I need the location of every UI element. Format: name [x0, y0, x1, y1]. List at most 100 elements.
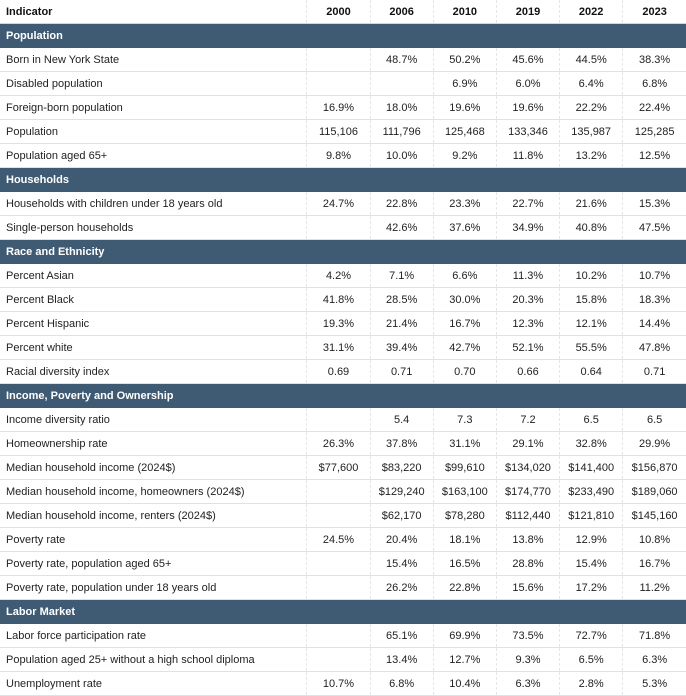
table-cell: 41.8% — [306, 287, 371, 312]
table-cell: 73.5% — [495, 624, 560, 648]
table-cell: $163,100 — [432, 479, 497, 504]
table-row: Single-person households 42.6% 37.6% 34.9% 4… — [0, 215, 686, 240]
indicator-label: Median household income, renters (2024$) — [0, 503, 307, 528]
table-cell: 28.8% — [495, 551, 560, 576]
table-cell: $174,770 — [495, 479, 560, 504]
table-cell: $134,020 — [495, 455, 560, 480]
table-cell: 22.8% — [432, 575, 497, 600]
table-cell: 44.5% — [559, 48, 623, 72]
table-cell — [306, 575, 371, 600]
table-cell: 16.7% — [432, 311, 497, 336]
table-cell: 47.8% — [622, 335, 686, 360]
table-cell: 45.6% — [495, 48, 560, 72]
table-cell — [306, 503, 371, 528]
table-cell: 17.2% — [559, 575, 623, 600]
table-cell: 24.7% — [306, 192, 371, 216]
section-header: Income, Poverty and Ownership — [0, 383, 686, 408]
indicator-label: Percent Hispanic — [0, 311, 307, 336]
table-cell: $121,810 — [559, 503, 623, 528]
table-cell: 69.9% — [432, 624, 497, 648]
table-cell: 15.6% — [495, 575, 560, 600]
table-cell: 7.2 — [495, 408, 560, 432]
table-cell: 0.69 — [306, 359, 371, 384]
table-cell: $62,170 — [369, 503, 434, 528]
indicator-label: Single-person households — [0, 215, 307, 240]
table-cell: 42.7% — [432, 335, 497, 360]
table-row: Disabled population 6.9% 6.0% 6.4% 6.8% — [0, 71, 686, 96]
table-row: Poverty rate, population under 18 years … — [0, 575, 686, 600]
table-cell: 12.7% — [432, 647, 497, 672]
table-body: Population Born in New York State 48.7% 50.… — [0, 23, 686, 696]
table-cell: 133,346 — [495, 119, 560, 144]
table-row: Percent white 31.1% 39.4% 42.7% 52.1% 55.5% 47… — [0, 335, 686, 360]
table-cell: 52.1% — [495, 335, 560, 360]
table-cell: 29.1% — [495, 431, 560, 456]
indicator-label: Median household income, homeowners (202… — [0, 479, 307, 504]
table-cell: 6.5 — [622, 408, 686, 432]
table-cell: 12.9% — [559, 527, 623, 552]
table-cell: 11.3% — [495, 264, 560, 288]
table-cell: 0.70 — [432, 359, 497, 384]
table-cell: 19.6% — [495, 95, 560, 120]
table-cell: 13.4% — [369, 647, 434, 672]
table-row: Racial diversity index 0.69 0.71 0.70 0.66 0.… — [0, 359, 686, 384]
table-cell: 125,285 — [622, 119, 686, 144]
table-cell: 125,468 — [432, 119, 497, 144]
table-row: Income diversity ratio 5.4 7.3 7.2 6.5 6.5 — [0, 408, 686, 432]
table-cell: 31.1% — [432, 431, 497, 456]
table-row: Percent Black 41.8% 28.5% 30.0% 20.3% 15.8% 18… — [0, 287, 686, 312]
table-cell: 42.6% — [369, 215, 434, 240]
section-title: Income, Poverty and Ownership — [0, 383, 686, 408]
table-cell: 34.9% — [495, 215, 560, 240]
table-row: Population aged 65+ 9.8% 10.0% 9.2% 11.8% 13.… — [0, 143, 686, 168]
table-cell: 55.5% — [559, 335, 623, 360]
table-cell: 65.1% — [369, 624, 434, 648]
table-cell: 30.0% — [432, 287, 497, 312]
table-cell: 0.64 — [559, 359, 623, 384]
table-cell: 40.8% — [559, 215, 623, 240]
table-cell: 31.1% — [306, 335, 371, 360]
table-cell: 16.7% — [622, 551, 686, 576]
table-cell: $189,060 — [622, 479, 686, 504]
table-cell: 0.71 — [622, 359, 686, 384]
table-cell: 6.8% — [622, 71, 686, 96]
table-cell: 26.2% — [369, 575, 434, 600]
table-cell: 10.0% — [369, 143, 434, 168]
table-cell: 6.5 — [559, 408, 623, 432]
header-indicator: Indicator — [0, 0, 307, 24]
table-cell: $99,610 — [432, 455, 497, 480]
table-cell: $141,400 — [559, 455, 623, 480]
table-cell: 39.4% — [369, 335, 434, 360]
indicator-label: Households with children under 18 years … — [0, 192, 307, 216]
table-cell: 9.3% — [495, 647, 560, 672]
table-cell: 135,987 — [559, 119, 623, 144]
header-year: 2000 — [306, 0, 371, 24]
table-cell: 16.9% — [306, 95, 371, 120]
table-cell: 15.8% — [559, 287, 623, 312]
section-title: Households — [0, 167, 686, 192]
table-cell: 22.2% — [559, 95, 623, 120]
table-cell: 11.8% — [495, 143, 560, 168]
table-cell: 15.4% — [559, 551, 623, 576]
table-cell: 15.4% — [369, 551, 434, 576]
table-cell: 18.3% — [622, 287, 686, 312]
indicator-label: Labor force participation rate — [0, 624, 307, 648]
table-cell: 13.2% — [559, 143, 623, 168]
indicator-label: Poverty rate, population aged 65+ — [0, 551, 307, 576]
table-cell: 6.9% — [432, 71, 497, 96]
indicator-label: Median household income (2024$) — [0, 455, 307, 480]
table-row: Born in New York State 48.7% 50.2% 45.6% 44.… — [0, 48, 686, 72]
table-cell: $112,440 — [495, 503, 560, 528]
section-header: Race and Ethnicity — [0, 239, 686, 264]
table-cell — [306, 215, 371, 240]
indicator-label: Percent Asian — [0, 264, 307, 288]
table-cell: 7.3 — [432, 408, 497, 432]
table-row: Foreign-born population 16.9% 18.0% 19.6% 19… — [0, 95, 686, 120]
table-cell: 6.0% — [495, 71, 560, 96]
table-cell: 12.5% — [622, 143, 686, 168]
table-cell: 48.7% — [369, 48, 434, 72]
table-cell: 28.5% — [369, 287, 434, 312]
table-row: Poverty rate, population aged 65+ 15.4% 16… — [0, 551, 686, 576]
table-row: Population 115,106 111,796 125,468 133,346 13… — [0, 119, 686, 144]
